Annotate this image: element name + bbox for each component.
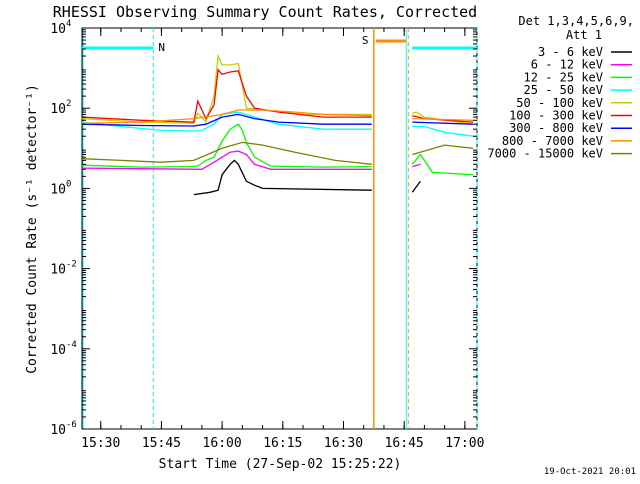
plot-frame [81,27,478,430]
x-axis-label: Start Time (27-Sep-02 15:25:22) [159,457,402,472]
series-line-0-1 [411,180,421,193]
x-tick-label-4: 16:30 [324,436,363,451]
y-tick-label-0: 10 [50,423,66,438]
y-tick-exp-1: -4 [66,340,77,350]
legend-header-line-2: Att 1 [566,28,602,42]
footer-date: 19-Oct-2021 20:01 [544,467,636,477]
legend-label-8: 7000 - 15000 keV [487,147,603,161]
orbit-bands: NS [82,28,478,429]
series-line-3-1 [412,125,474,137]
y-tick-exp-5: 4 [66,19,71,29]
series-line-2-0 [81,123,372,168]
y-tick-exp-0: -6 [66,420,77,430]
y-axis-label: Corrected Count Rate (s⁻¹ detector⁻¹) [25,84,40,374]
legend-label-7: 800 - 7000 keV [502,134,603,148]
x-tick-label-5: 16:45 [385,436,424,451]
x-tick-label-2: 16:00 [203,436,242,451]
series-line-6-1 [412,121,474,125]
x-tick-label-6: 17:00 [445,436,484,451]
chart-title: RHESSI Observing Summary Count Rates, Co… [53,3,477,21]
legend-label-0: 3 - 6 keV [538,45,603,59]
series-line-1-0 [81,150,372,170]
legend-label-5: 100 - 300 keV [509,109,603,123]
night-label-0: N [158,41,165,54]
legend-label-6: 300 - 800 keV [509,121,603,135]
legend-label-4: 50 - 100 keV [516,96,603,110]
y-tick-label-4: 10 [50,102,66,117]
legend-label-1: 6 - 12 keV [531,58,603,72]
saa-label-0: S [362,34,369,47]
y-tick-label-3: 10 [50,182,66,197]
x-tick-label-0: 15:30 [81,436,120,451]
y-tick-exp-3: 0 [66,179,71,189]
series-line-7-0 [81,109,372,124]
series-layer [81,53,474,196]
series-line-2-1 [411,153,474,176]
legend-label-2: 12 - 25 keV [524,70,603,84]
legend-label-3: 25 - 50 keV [524,83,603,97]
series-line-8-1 [412,144,474,156]
series-line-6-0 [81,113,372,127]
y-tick-label-2: 10 [50,263,66,278]
series-line-1-1 [412,163,421,168]
x-axis: 15:30 15:45 16:00 16:15 16:30 16:45 17:00 [81,28,484,451]
series-line-0-0 [193,159,372,196]
legend-header-line-1: Det 1,3,4,5,6,9, [518,14,634,28]
x-tick-label-3: 16:15 [263,436,302,451]
x-tick-label-1: 15:45 [142,436,181,451]
series-line-7-1 [412,117,474,121]
y-tick-exp-4: 2 [66,99,71,109]
y-tick-exp-2: -2 [66,260,77,270]
series-line-8-0 [81,141,372,165]
y-tick-label-5: 10 [50,22,66,37]
y-tick-label-1: 10 [50,343,66,358]
